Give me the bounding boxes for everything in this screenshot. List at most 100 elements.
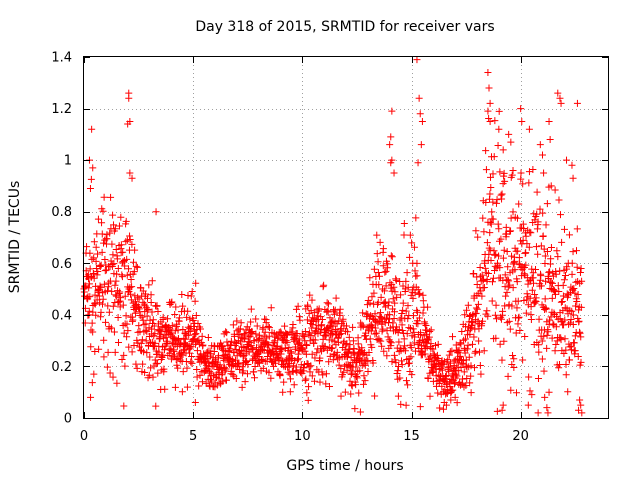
data-point (493, 196, 501, 204)
data-point (532, 294, 540, 302)
data-point (187, 292, 195, 300)
data-point (308, 296, 316, 304)
data-point (467, 389, 475, 397)
data-point (513, 214, 521, 222)
data-point (556, 94, 564, 102)
data-point (115, 338, 123, 346)
data-point (577, 358, 585, 366)
data-point (543, 331, 551, 339)
data-point (476, 362, 484, 370)
data-point (574, 352, 582, 360)
data-point (296, 316, 304, 324)
data-point (334, 338, 342, 346)
data-point (307, 362, 315, 370)
data-point (386, 279, 394, 287)
data-point (492, 301, 500, 309)
data-point (489, 170, 497, 178)
data-point (168, 298, 176, 306)
data-point (123, 255, 131, 263)
data-point (464, 341, 472, 349)
data-point (393, 293, 401, 301)
data-point (279, 388, 287, 396)
data-point (541, 306, 549, 314)
data-point (374, 258, 382, 266)
data-point (546, 136, 554, 144)
data-point (426, 327, 434, 335)
data-point (528, 286, 536, 294)
data-point (413, 306, 421, 314)
data-point (503, 319, 511, 327)
data-point (307, 332, 315, 340)
data-point (507, 214, 515, 222)
data-point (344, 328, 352, 336)
data-point (374, 269, 382, 277)
data-point (140, 300, 148, 308)
data-point (311, 336, 319, 344)
data-point (267, 358, 275, 366)
data-point (535, 348, 543, 356)
data-point (376, 309, 384, 317)
data-point (398, 309, 406, 317)
data-point (129, 316, 137, 324)
data-point (165, 323, 173, 331)
data-point (480, 228, 488, 236)
data-point (522, 261, 530, 269)
data-point (143, 294, 151, 302)
data-point (303, 341, 311, 349)
data-point (499, 307, 507, 315)
data-point (272, 359, 280, 367)
data-point (575, 317, 583, 325)
data-point (509, 352, 517, 360)
data-point (389, 295, 397, 303)
data-point (502, 292, 510, 300)
data-point (415, 314, 423, 322)
data-point (188, 359, 196, 367)
data-point (299, 332, 307, 340)
data-point (504, 372, 512, 380)
data-point (337, 392, 345, 400)
data-point (548, 279, 556, 287)
data-point (123, 333, 131, 341)
data-point (282, 337, 290, 345)
data-point (488, 208, 496, 216)
data-point (486, 190, 494, 198)
data-point (118, 273, 126, 281)
data-point (435, 365, 443, 373)
data-point (505, 130, 513, 138)
data-point (475, 337, 483, 345)
data-point (561, 271, 569, 279)
data-point (494, 220, 502, 228)
data-point (247, 305, 255, 313)
data-point (400, 335, 408, 343)
data-point (219, 377, 227, 385)
data-point (492, 199, 500, 207)
data-point (416, 403, 424, 411)
data-point (293, 356, 301, 364)
data-point (117, 294, 125, 302)
data-point (408, 371, 416, 379)
data-point (121, 292, 129, 300)
data-point (492, 250, 500, 258)
data-point (470, 333, 478, 341)
data-point (143, 349, 151, 357)
data-point (184, 307, 192, 315)
data-point (90, 274, 98, 282)
data-point (461, 311, 469, 319)
data-point (119, 301, 127, 309)
data-point (577, 265, 585, 273)
data-point (117, 213, 125, 221)
data-point (178, 351, 186, 359)
data-point (253, 322, 261, 330)
data-point (445, 351, 453, 359)
data-point (143, 312, 151, 320)
data-point (168, 329, 176, 337)
data-point (525, 243, 533, 251)
data-point (352, 363, 360, 371)
data-point (371, 310, 379, 318)
data-point (171, 310, 179, 318)
data-point (227, 337, 235, 345)
data-point (222, 365, 230, 373)
data-point (519, 356, 527, 364)
data-point (259, 364, 267, 372)
data-point (325, 323, 333, 331)
